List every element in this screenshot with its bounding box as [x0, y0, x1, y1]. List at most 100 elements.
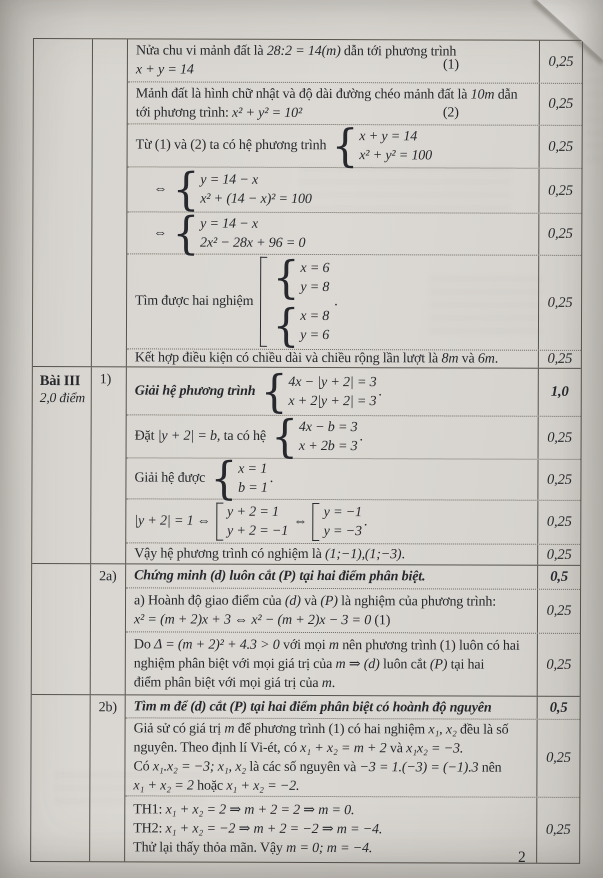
- content-text: .: [378, 383, 382, 399]
- rubric-row: Kết hợp điều kiện có chiều dài và chiều …: [126, 348, 581, 368]
- equation-line: x = 1: [238, 461, 268, 477]
- math-expression: x₁ + x₂ = 2 ⇒ m + 2 = 2 ⇒ m = 0.: [165, 802, 355, 819]
- rubric-band: Bài III 2,0 điểm 1) Giải hệ phương trình {4…: [32, 365, 581, 565]
- equation-system: {x = 1 b = 1: [210, 452, 268, 504]
- equation-lines: x = 8 y = 6: [300, 307, 329, 345]
- score-cell: 0,25: [538, 83, 582, 125]
- equation-line: y = −1: [323, 504, 362, 520]
- problem-label-cell: [31, 694, 91, 862]
- content-text: Có: [133, 758, 153, 774]
- curly-brace: {: [172, 206, 200, 259]
- square-bracket: [215, 502, 224, 541]
- content-text: .: [363, 513, 368, 529]
- square-bracket: [259, 256, 267, 347]
- equation-line: y + 2 = 1: [227, 504, 279, 520]
- score-value: 0,25: [548, 138, 574, 155]
- content-cell: Đặt |y + 2| = b, ta có hệ {4x − b = 3 x +…: [127, 410, 538, 463]
- equation-lines: x + y = 14 x² + y² = 100: [359, 127, 432, 165]
- problem-points: 2,0 điểm: [39, 390, 86, 406]
- content-line: a) Hoành độ giao điểm của (d) và (P) là …: [134, 591, 533, 611]
- equation-system: {x + y = 14 x² + y² = 100: [332, 120, 433, 172]
- equation-system: {4x − b = 3 x + 2b = 3: [271, 410, 357, 463]
- content-text: nguyên. Theo định lí Vi-ét, có: [133, 739, 301, 756]
- math-expression: x₁ + x₂ = −2 ⇒ m + 2 = −2 ⇒ m = −4.: [165, 821, 383, 838]
- score-value: 0,25: [548, 53, 574, 70]
- curly-brace: {: [271, 410, 298, 463]
- score-value: 0,25: [547, 350, 573, 367]
- content-cell: Mảnh đất là hình chữ nhật và độ dài đườn…: [128, 82, 539, 124]
- content-line: Giải hệ được {x = 1 b = 1.: [134, 452, 533, 504]
- rubric-row: Giải hệ phương trình {4x − |y + 2| = 3 x …: [127, 365, 581, 417]
- content-line: x + y = 14: [136, 60, 535, 80]
- equation-system: {y = 14 − x x² + (14 − x)² = 100: [173, 163, 312, 215]
- rows-stack: Tìm m để (d) cắt (P) tại hai điểm phân b…: [125, 695, 580, 863]
- rubric-table: Nửa chu vi mảnh đất là 28:2 = 14(m) dẫn …: [30, 38, 583, 864]
- content-text: Giải hệ được: [134, 470, 209, 486]
- equation-line: 2x² − 28x + 96 = 0: [200, 235, 306, 251]
- content-text: điểm phân biệt với mọi giá trị của: [133, 674, 322, 691]
- score-value: 0,25: [546, 546, 572, 563]
- math-expression: m ⇒ (d): [335, 656, 380, 672]
- equation-line: 4x − |y + 2| = 3: [288, 374, 377, 390]
- content-text: .: [334, 294, 338, 310]
- equation-lines: y = 14 − x 2x² − 28x + 96 = 0: [200, 214, 305, 252]
- score-cell: 0,5: [536, 696, 580, 719]
- curly-brace: {: [272, 251, 300, 304]
- equation-line: y = 6: [300, 327, 330, 344]
- equation-line: y = 8: [300, 279, 330, 296]
- heading-text: Chứng minh (d) luôn cắt (P) tại hai điểm…: [134, 568, 426, 585]
- equation-line: y = 14 − x: [200, 216, 258, 232]
- equation-lines: 4x − |y + 2| = 3 x + 2|y + 2| = 3: [288, 372, 376, 410]
- math-expression: m: [224, 721, 235, 737]
- content-text: để phương trình (1) có hai nghiệm: [234, 721, 429, 737]
- content-text: Giả sử có giá trị: [133, 720, 225, 737]
- equation-system: {x = 8 y = 6: [273, 299, 330, 351]
- score-cell: 0,25: [538, 40, 582, 83]
- equation-line: x² + (14 − x)² = 100: [200, 191, 312, 207]
- square-bracket: [312, 502, 320, 541]
- heading-text: Giải hệ phương trình: [134, 383, 259, 399]
- content-text: Mảnh đất là hình chữ nhật và độ dài đườn…: [135, 85, 471, 103]
- score-cell: 0,25: [537, 500, 581, 544]
- rubric-row: |y + 2| = 1 ⇔ y + 2 = 1 y + 2 = −1 ⇔ y = …: [126, 498, 581, 544]
- content-line: ⇔ {y = 14 − x x² + (14 − x)² = 100: [135, 163, 534, 215]
- score-value: 0,25: [546, 656, 572, 673]
- score-cell: 0,25: [537, 416, 581, 459]
- content-text: (1): [371, 612, 391, 628]
- content-text: đều là số: [456, 721, 509, 738]
- content-line: TH1: x₁ + x₂ = 2 ⇒ m + 2 = 2 ⇒ m = 0.: [133, 800, 532, 820]
- content-text: nên phương trình (1) luôn có hai: [338, 637, 520, 654]
- content-text: nên: [478, 760, 502, 776]
- equation-line: y + 2 = −1: [226, 523, 289, 539]
- equation-system: {y = 14 − x 2x² − 28x + 96 = 0: [172, 206, 305, 259]
- content-text: Nửa chu vi mảnh đất là: [135, 43, 267, 59]
- part-label: 2a): [99, 569, 117, 585]
- math-expression: x₁ + x₂ = m + 2: [300, 740, 387, 756]
- score-value: 0,25: [548, 182, 573, 199]
- content-text: Từ (1) và (2) ta có hệ phương trình: [135, 137, 330, 154]
- content-text: nghiệm phân biệt với mọi giá trị của: [133, 655, 336, 672]
- content-line: Giả sử có giá trị m để phương trình (1) …: [134, 719, 533, 739]
- content-text: Đặt: [134, 428, 158, 444]
- rows-stack: Chứng minh (d) luôn cắt (P) tại hai điểm…: [125, 564, 581, 696]
- score-cell: 0,25: [536, 589, 581, 633]
- content-cell: Nửa chu vi mảnh đất là 28:2 = 14(m) dẫn …: [128, 39, 539, 82]
- rows-stack: Nửa chu vi mảnh đất là 28:2 = 14(m) dẫn …: [126, 39, 582, 368]
- part-label-cell: [91, 39, 128, 367]
- score-cell: 0,25: [536, 633, 580, 696]
- score-value: 0,25: [547, 429, 573, 446]
- content-text: và: [458, 351, 478, 367]
- rubric-row: Tìm m để (d) cắt (P) tại hai điểm phân b…: [126, 695, 580, 719]
- score-value: 0,25: [546, 513, 572, 530]
- math-expression: x₁.x₂ = −3; x₁, x₂: [152, 758, 247, 775]
- score-value: 0,25: [548, 95, 574, 112]
- content-cell: Từ (1) và (2) ta có hệ phương trình {x +…: [128, 120, 539, 172]
- math-expression: x² = (m + 2)x + 3 ⇔ x² − (m + 2)x − 3 = …: [133, 611, 372, 628]
- rubric-band: 2b) Tìm m để (d) cắt (P) tại hai điểm phâ…: [31, 693, 580, 863]
- math-expression: (P): [429, 656, 448, 672]
- score-cell: 0,25: [537, 350, 581, 368]
- content-line: Kết hợp điều kiện có chiều dài và chiều …: [135, 348, 534, 368]
- equation-line: y = 14 − x: [200, 172, 259, 188]
- score-cell: 0,25: [537, 544, 581, 565]
